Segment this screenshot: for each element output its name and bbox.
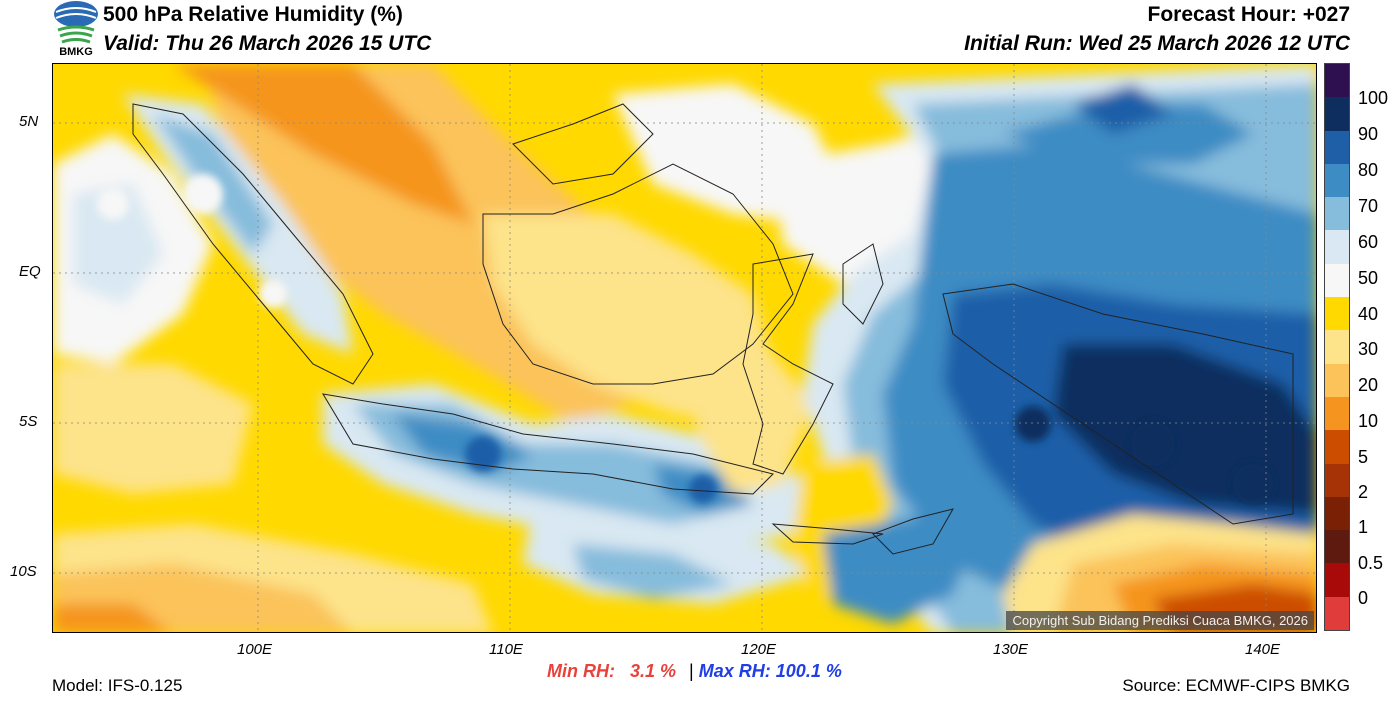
colorbar-swatch bbox=[1325, 97, 1349, 132]
colorbar-swatch bbox=[1325, 430, 1349, 465]
colorbar-label-5: 5 bbox=[1358, 447, 1369, 467]
rh-stats: Min RH: 3.1 % | Max RH: 100.1 % bbox=[547, 661, 842, 682]
colorbar-label-50: 50 bbox=[1358, 268, 1379, 288]
humidity-map: Copyright Sub Bidang Prediksi Cuaca BMKG… bbox=[52, 63, 1317, 633]
initial-run: Initial Run: Wed 25 March 2026 12 UTC bbox=[964, 32, 1350, 55]
model-label: Model: IFS-0.125 bbox=[52, 676, 183, 695]
colorbar-label-30: 30 bbox=[1358, 339, 1379, 359]
colorbar-swatch bbox=[1325, 130, 1349, 165]
colorbar-swatch bbox=[1325, 596, 1349, 631]
colorbar-swatch bbox=[1325, 197, 1349, 231]
bmkg-logo: BMKG bbox=[52, 0, 100, 62]
lon-label-110e: 110E bbox=[489, 641, 523, 658]
humidity-detail bbox=[97, 174, 1273, 504]
colorbar-label-20: 20 bbox=[1358, 375, 1379, 395]
min-rh-label: Min RH: bbox=[547, 661, 615, 681]
colorbar-swatch bbox=[1325, 64, 1349, 98]
copyright-notice: Copyright Sub Bidang Prediksi Cuaca BMKG… bbox=[1006, 611, 1314, 630]
lat-label-5n: 5N bbox=[19, 113, 39, 130]
lon-label-120e: 120E bbox=[741, 641, 777, 658]
lon-label-140e: 140E bbox=[1245, 641, 1281, 658]
colorbar-swatch bbox=[1325, 163, 1349, 198]
colorbar bbox=[1324, 63, 1350, 631]
colorbar-swatch bbox=[1325, 263, 1349, 298]
source-label: Source: ECMWF-CIPS BMKG bbox=[1122, 676, 1350, 695]
humidity-map-svg bbox=[53, 64, 1316, 632]
lon-label-100e: 100E bbox=[237, 641, 273, 658]
lat-label-10s: 10S bbox=[10, 563, 37, 580]
colorbar-swatch bbox=[1325, 396, 1349, 431]
colorbar-label-80: 80 bbox=[1358, 160, 1379, 180]
colorbar-label-100: 100 bbox=[1358, 88, 1389, 108]
colorbar-swatch bbox=[1325, 230, 1349, 265]
min-rh-value: 3.1 % bbox=[630, 661, 677, 681]
colorbar-label-2: 2 bbox=[1358, 482, 1369, 502]
colorbar-label-1: 1 bbox=[1358, 517, 1369, 537]
humidity-field bbox=[53, 64, 1316, 632]
colorbar-swatch bbox=[1325, 363, 1349, 398]
colorbar-swatch bbox=[1325, 563, 1349, 598]
colorbar-swatch bbox=[1325, 530, 1349, 564]
stats-separator: | bbox=[689, 661, 694, 681]
bmkg-logo-emblem bbox=[54, 1, 98, 44]
colorbar-swatch bbox=[1325, 463, 1349, 498]
colorbar-label-0-5: 0.5 bbox=[1358, 553, 1384, 573]
colorbar-swatch bbox=[1325, 496, 1349, 531]
colorbar-swatch bbox=[1325, 297, 1349, 331]
chart-title: 500 hPa Relative Humidity (%) bbox=[103, 3, 403, 26]
colorbar-label-70: 70 bbox=[1358, 196, 1379, 216]
lat-label-5s: 5S bbox=[19, 413, 38, 430]
coastlines bbox=[132, 103, 1294, 555]
graticule bbox=[53, 64, 1316, 632]
max-rh-label: Max RH: bbox=[698, 661, 771, 681]
valid-time: Valid: Thu 26 March 2026 15 UTC bbox=[103, 32, 432, 55]
bmkg-logo-text: BMKG bbox=[59, 46, 93, 58]
lat-label-eq: EQ bbox=[19, 263, 41, 280]
lon-label-130e: 130E bbox=[993, 641, 1029, 658]
colorbar-label-90: 90 bbox=[1358, 124, 1379, 144]
colorbar-label-40: 40 bbox=[1358, 304, 1379, 324]
max-rh-value: 100.1 % bbox=[775, 661, 842, 681]
colorbar-label-60: 60 bbox=[1358, 232, 1379, 252]
colorbar-label-10: 10 bbox=[1358, 411, 1379, 431]
colorbar-swatch bbox=[1325, 330, 1349, 365]
forecast-hour: Forecast Hour: +027 bbox=[1147, 3, 1351, 26]
colorbar-label-0: 0 bbox=[1358, 588, 1369, 608]
